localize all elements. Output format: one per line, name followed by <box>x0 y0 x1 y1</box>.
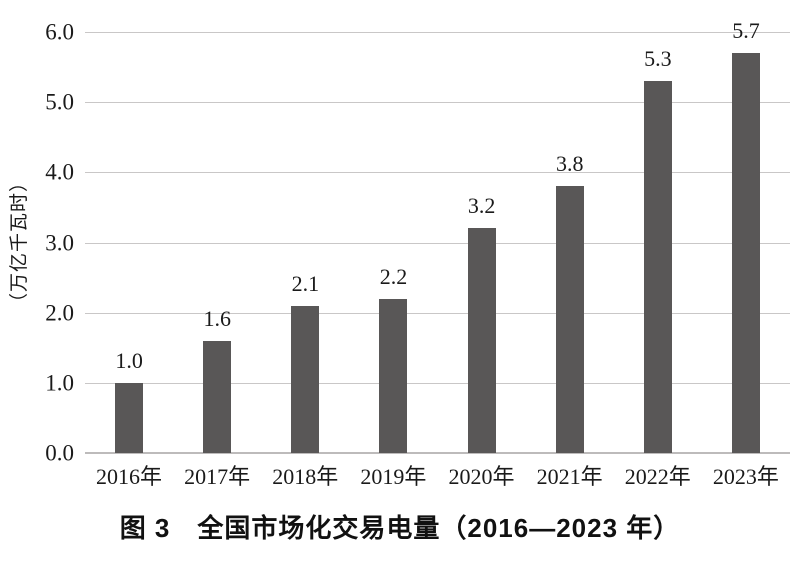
y-tick-label: 0.0 <box>45 440 74 466</box>
bar-value-label: 3.8 <box>555 151 584 177</box>
bar-slot-2017年: 1.6 <box>173 32 261 453</box>
bar-value-label: 2.2 <box>379 263 408 289</box>
x-tick-label: 2022年 <box>624 464 691 489</box>
bar-2021年 <box>555 186 584 453</box>
bar-2017年 <box>203 340 232 453</box>
x-tick-label: 2017年 <box>184 464 251 489</box>
x-tick-label: 2021年 <box>536 464 603 489</box>
bar-value-label: 3.2 <box>467 193 496 219</box>
plot-area: 1.0 1.6 2.1 2.2 3.2 3.8 5.3 5.7 <box>85 20 790 453</box>
bar-value-label: 5.3 <box>644 46 672 72</box>
bar-2018年 <box>291 305 320 453</box>
y-tick-label: 4.0 <box>45 159 74 185</box>
y-tick-label: 2.0 <box>45 300 74 326</box>
bar-2022年 <box>643 81 672 453</box>
bar-slot-2021年: 3.8 <box>526 32 614 453</box>
bar-value-label: 2.1 <box>291 270 320 296</box>
x-tick-label: 2018年 <box>272 464 339 489</box>
bar-2016年 <box>115 382 144 453</box>
bar-slot-2019年: 2.2 <box>349 32 437 453</box>
bar-2020年 <box>467 228 496 453</box>
x-tick-label: 2020年 <box>448 464 515 489</box>
gridline-4.0 <box>85 172 790 174</box>
y-tick-label: 6.0 <box>45 19 74 45</box>
gridline-3.0 <box>85 242 790 244</box>
gridline-5.0 <box>85 102 790 104</box>
gridline-1.0 <box>85 382 790 384</box>
bar-2019年 <box>379 298 408 453</box>
bar-slot-2016年: 1.0 <box>85 32 173 453</box>
bar-slot-2018年: 2.1 <box>261 32 349 453</box>
gridline-2.0 <box>85 312 790 314</box>
bar-slot-2020年: 3.2 <box>438 32 526 453</box>
y-tick-label: 1.0 <box>45 370 74 396</box>
bar-value-label: 1.0 <box>115 347 143 373</box>
x-tick-label: 2023年 <box>712 464 779 489</box>
x-tick-label: 2016年 <box>96 464 163 489</box>
bar-slot-2023年: 5.7 <box>702 20 790 453</box>
bar-2023年 <box>731 53 760 453</box>
figure-caption: 图 3 全国市场化交易电量（2016—2023 年） <box>119 513 681 543</box>
bar-value-label: 1.6 <box>203 305 231 331</box>
y-tick-label: 3.0 <box>45 230 74 255</box>
x-axis-line <box>85 452 790 454</box>
bar-value-label: 5.7 <box>732 18 760 44</box>
y-tick-label: 5.0 <box>45 89 74 115</box>
gridline-6.0 <box>85 32 790 33</box>
x-axis-tick-labels: 2016年 2017年 2018年 2019年 2020年 2021年 2022年 2023年 <box>85 464 790 490</box>
x-tick-label: 2019年 <box>360 464 427 489</box>
bar-slot-2022年: 5.3 <box>614 32 702 453</box>
